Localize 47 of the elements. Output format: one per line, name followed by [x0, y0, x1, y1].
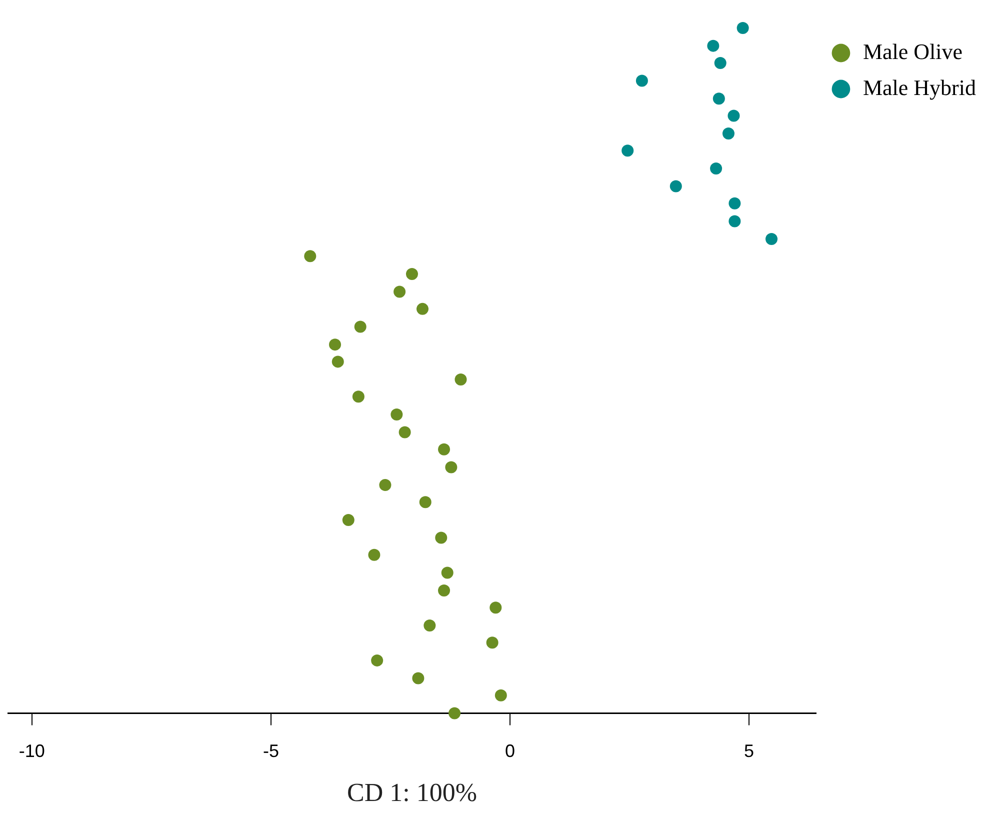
point — [454, 374, 467, 386]
x-tick-label: 5 — [744, 740, 754, 761]
point — [438, 443, 450, 456]
point — [445, 461, 458, 474]
x-tick-label: 0 — [504, 740, 515, 761]
legend-label: Male Hybrid — [862, 74, 976, 100]
point — [490, 602, 502, 614]
point — [416, 302, 429, 315]
point — [714, 56, 726, 69]
point — [622, 144, 634, 157]
point — [441, 566, 454, 579]
point — [636, 74, 648, 87]
point — [406, 268, 418, 280]
point — [707, 40, 720, 52]
point — [448, 707, 461, 720]
point — [736, 22, 749, 34]
point — [332, 356, 344, 368]
point — [712, 92, 725, 105]
point — [412, 672, 424, 684]
point — [435, 532, 448, 544]
x-tick-label: -10 — [18, 740, 45, 761]
point — [670, 180, 682, 192]
point — [368, 548, 380, 561]
point — [728, 197, 741, 210]
point — [354, 320, 366, 333]
point — [486, 636, 498, 649]
point — [419, 496, 432, 508]
point — [728, 110, 740, 122]
point — [766, 233, 778, 246]
point — [352, 390, 364, 403]
point — [329, 338, 342, 351]
point — [304, 250, 316, 262]
point — [722, 128, 734, 140]
x-axis-title: CD 1: 100% — [346, 778, 477, 808]
point — [342, 514, 354, 526]
point — [398, 426, 411, 438]
point — [371, 654, 384, 666]
point — [710, 162, 722, 174]
point — [728, 215, 741, 228]
point — [379, 479, 392, 492]
point — [438, 584, 450, 597]
point — [494, 689, 507, 702]
legend-label: Male Olive — [862, 38, 963, 64]
point — [424, 619, 436, 632]
point — [394, 286, 406, 298]
x-tick-label: -5 — [262, 740, 279, 761]
point — [390, 408, 403, 420]
